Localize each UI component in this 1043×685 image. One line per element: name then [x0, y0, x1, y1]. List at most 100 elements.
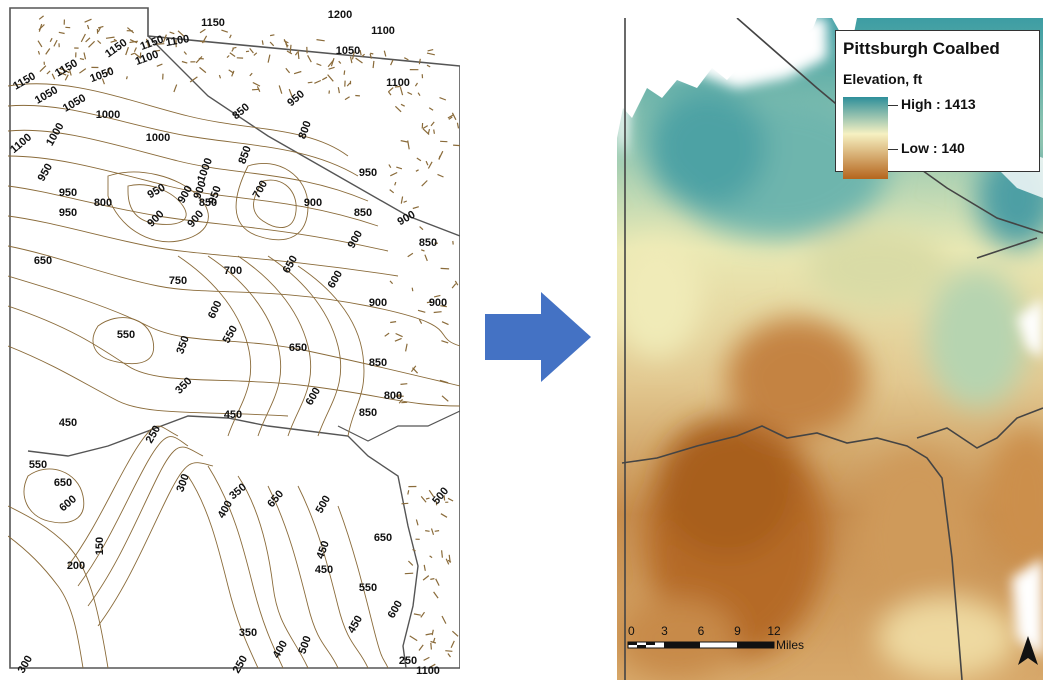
legend-subtitle: Elevation, ft [843, 71, 923, 87]
contour-label: 850 [419, 237, 437, 249]
contour-label: 1050 [33, 84, 60, 107]
contour-label: 650 [289, 342, 307, 354]
contour-label: 1050 [88, 65, 115, 85]
contour-label: 850 [199, 197, 217, 209]
contour-label: 550 [359, 582, 377, 594]
contour-label: 250 [399, 655, 417, 667]
contour-label: 700 [224, 265, 242, 277]
contour-map: 1200 1150 1100 1150 1100 1050 1150 1050 1100 1150… [7, 6, 461, 677]
scale-tick-label: 6 [698, 624, 705, 638]
contour-label: 600 [386, 599, 406, 621]
contour-label: 350 [227, 481, 249, 502]
contour-label: 1100 [165, 33, 191, 49]
contour-label: 400 [216, 499, 236, 521]
contour-label: 950 [146, 182, 168, 202]
contour-label: 500 [430, 485, 451, 507]
contour-label: 1150 [11, 70, 38, 92]
contour-label: 450 [314, 539, 332, 560]
contour-label: 500 [296, 634, 314, 655]
contour-label: 850 [359, 407, 377, 419]
scale-bar: 0 3 6 9 12 Miles [627, 624, 804, 652]
contour-label: 1150 [53, 57, 80, 79]
legend-tick-low [888, 149, 898, 150]
contour-label: 350 [174, 334, 192, 355]
contour-label: 1000 [44, 121, 67, 148]
contour-label: 900 [145, 208, 166, 229]
contour-label: 650 [374, 532, 392, 544]
contour-label: 700 [251, 179, 271, 201]
contour-label: 950 [285, 88, 307, 109]
contour-label: 900 [191, 179, 209, 200]
contour-label: 200 [67, 560, 85, 572]
contour-label: 850 [230, 101, 252, 122]
color-ramp [843, 97, 888, 179]
contour-label: 950 [359, 167, 377, 179]
legend-high-label: High : 1413 [901, 96, 976, 112]
contour-label: 1000 [146, 132, 170, 144]
legend-tick-high [888, 105, 898, 106]
scale-tick-label: 12 [767, 624, 781, 638]
contour-label: 650 [34, 255, 52, 267]
contour-label: 1050 [336, 45, 360, 57]
scale-unit: Miles [776, 638, 804, 652]
contour-label: 1100 [134, 48, 161, 67]
contour-label: 250 [231, 654, 251, 674]
contour-label: 300 [174, 472, 192, 493]
right-arrow-icon [485, 292, 591, 382]
contour-label: 1100 [8, 131, 34, 156]
contour-label: 800 [296, 119, 314, 140]
scale-tick-label: 3 [661, 624, 668, 638]
contour-label: 1200 [328, 9, 352, 21]
contour-label: 950 [206, 184, 224, 205]
map-legend: Pittsburgh Coalbed Elevation, ft High : … [835, 30, 1040, 179]
contour-label: 950 [59, 187, 77, 199]
contour-label: 850 [354, 207, 372, 219]
contour-label: 450 [315, 564, 333, 576]
contour-label: 900 [304, 197, 322, 209]
north-arrow-icon [1018, 636, 1038, 665]
contour-label: 950 [59, 207, 77, 219]
contour-label: 150 [94, 537, 106, 555]
contour-label: 1100 [371, 25, 395, 37]
contour-label: 750 [169, 275, 187, 287]
contour-label: 850 [369, 357, 387, 369]
contour-label: 550 [117, 329, 135, 341]
scale-tick-label: 0 [628, 624, 635, 638]
contour-label: 900 [429, 297, 447, 309]
contour-label: 1150 [201, 17, 225, 29]
contour-label: 600 [57, 493, 79, 514]
contour-label: 450 [59, 417, 77, 429]
elevation-raster-map [612, 17, 1043, 681]
contour-label: 650 [54, 477, 72, 489]
contour-label: 400 [271, 639, 291, 661]
contour-label: 900 [369, 297, 387, 309]
contour-label: 550 [29, 459, 47, 471]
contour-label: 1150 [103, 37, 129, 61]
contour-label: 800 [384, 390, 402, 402]
contour-label: 650 [281, 254, 301, 276]
contour-label: 1000 [195, 156, 215, 183]
contour-label: 900 [185, 208, 206, 230]
contour-label: 950 [36, 162, 56, 184]
contour-label: 350 [239, 627, 257, 639]
contour-label: 1100 [416, 665, 440, 674]
contour-label: 450 [346, 614, 366, 636]
legend-low-label: Low : 140 [901, 140, 965, 156]
contour-label: 850 [236, 144, 254, 165]
elevation-surface [612, 17, 1043, 681]
contour-label: 600 [206, 299, 225, 321]
contour-label: 600 [304, 386, 324, 408]
contour-label: 450 [224, 409, 242, 421]
contour-label: 900 [346, 229, 366, 251]
scale-tick-label: 9 [734, 624, 741, 638]
contour-label: 1000 [96, 109, 120, 121]
legend-title: Pittsburgh Coalbed [843, 39, 1000, 58]
contour-label: 300 [16, 654, 36, 674]
contour-label: 800 [94, 197, 112, 209]
contour-label: 650 [265, 488, 286, 510]
contour-label: 500 [314, 494, 334, 516]
contour-label: 1100 [386, 77, 410, 89]
contour-label: 600 [326, 269, 346, 291]
contour-label: 1050 [61, 92, 88, 115]
